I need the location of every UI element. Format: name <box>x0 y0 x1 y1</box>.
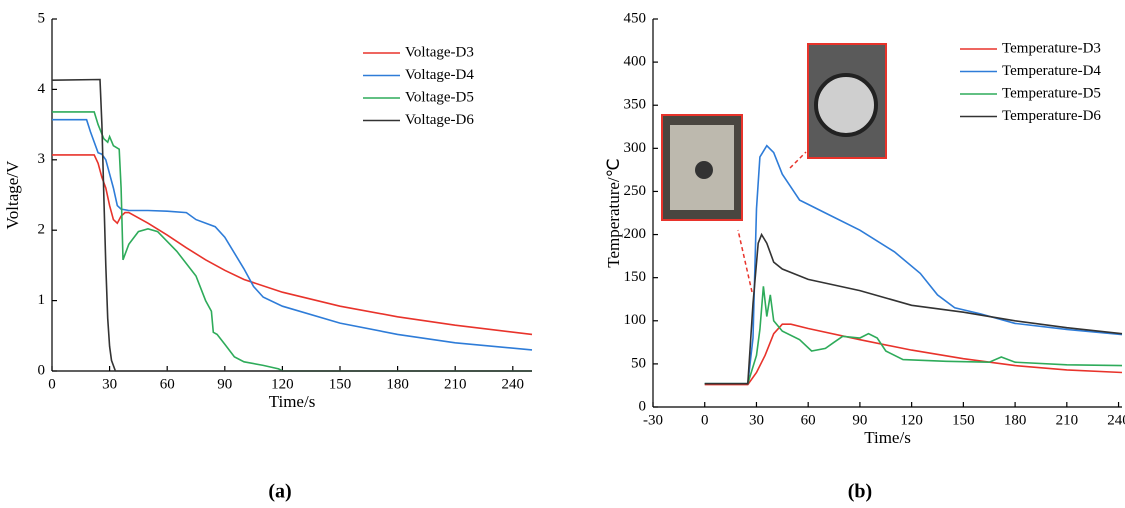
x-tick-label: 60 <box>160 376 175 392</box>
x-tick-label: 30 <box>102 376 117 392</box>
y-tick-label: 2 <box>38 222 46 238</box>
y-tick-label: 0 <box>639 398 647 414</box>
arrow <box>737 229 753 293</box>
x-tick-label: 120 <box>900 412 923 428</box>
y-tick-label: 50 <box>631 355 646 371</box>
x-tick-label: -30 <box>643 412 663 428</box>
x-tick-label: 240 <box>502 376 525 392</box>
y-tick-label: 150 <box>624 269 647 285</box>
y-axis-label: Voltage/V <box>3 160 22 229</box>
x-tick-label: 90 <box>217 376 232 392</box>
data-line <box>704 286 1123 385</box>
x-tick-label: 0 <box>48 376 56 392</box>
data-line <box>704 323 1123 386</box>
y-tick-label: 250 <box>624 183 647 199</box>
legend-label: Voltage-D4 <box>405 67 474 83</box>
data-line <box>52 118 533 351</box>
data-line <box>704 232 1123 385</box>
data-line <box>704 144 1123 385</box>
photo-detail <box>814 73 878 137</box>
data-line <box>52 111 532 372</box>
panel-label: (b) <box>848 481 872 503</box>
x-axis-label: Time/s <box>269 392 316 411</box>
y-tick-label: 3 <box>38 151 46 167</box>
legend-label: Voltage-D3 <box>405 44 474 60</box>
y-tick-label: 5 <box>38 10 46 26</box>
data-line <box>52 154 533 336</box>
x-tick-label: 150 <box>952 412 975 428</box>
y-tick-label: 400 <box>624 54 647 70</box>
legend-label: Voltage-D5 <box>405 89 474 105</box>
y-tick-label: 4 <box>38 81 46 97</box>
x-axis-label: Time/s <box>864 428 911 447</box>
panel-label: (a) <box>268 481 291 503</box>
legend-label: Temperature-D4 <box>1002 63 1101 79</box>
y-tick-label: 350 <box>624 97 647 113</box>
y-axis-label: Temperature/℃ <box>604 158 623 267</box>
photo-insets <box>661 43 887 293</box>
arrow <box>789 151 807 169</box>
x-tick-label: 30 <box>749 412 764 428</box>
y-tick-label: 100 <box>624 312 647 328</box>
y-tick-label: 300 <box>624 140 647 156</box>
photo-detail <box>695 161 713 179</box>
x-tick-label: 180 <box>386 376 409 392</box>
y-tick-label: 1 <box>38 292 46 308</box>
data-line <box>51 78 532 372</box>
x-tick-label: 60 <box>801 412 816 428</box>
legend-label: Temperature-D6 <box>1002 108 1101 124</box>
legend-label: Voltage-D6 <box>405 112 474 128</box>
x-tick-label: 120 <box>271 376 294 392</box>
legend-label: Temperature-D3 <box>1002 40 1101 56</box>
y-tick-label: 200 <box>624 226 647 242</box>
y-tick-label: 0 <box>38 362 46 378</box>
x-tick-label: 180 <box>1004 412 1027 428</box>
legend-label: Temperature-D5 <box>1002 85 1101 101</box>
x-tick-label: 210 <box>444 376 467 392</box>
x-tick-label: 90 <box>852 412 867 428</box>
x-tick-label: 210 <box>1056 412 1079 428</box>
y-tick-label: 450 <box>624 10 647 26</box>
x-tick-label: 150 <box>329 376 352 392</box>
x-tick-label: 240 <box>1107 412 1125 428</box>
x-tick-label: 0 <box>701 412 709 428</box>
